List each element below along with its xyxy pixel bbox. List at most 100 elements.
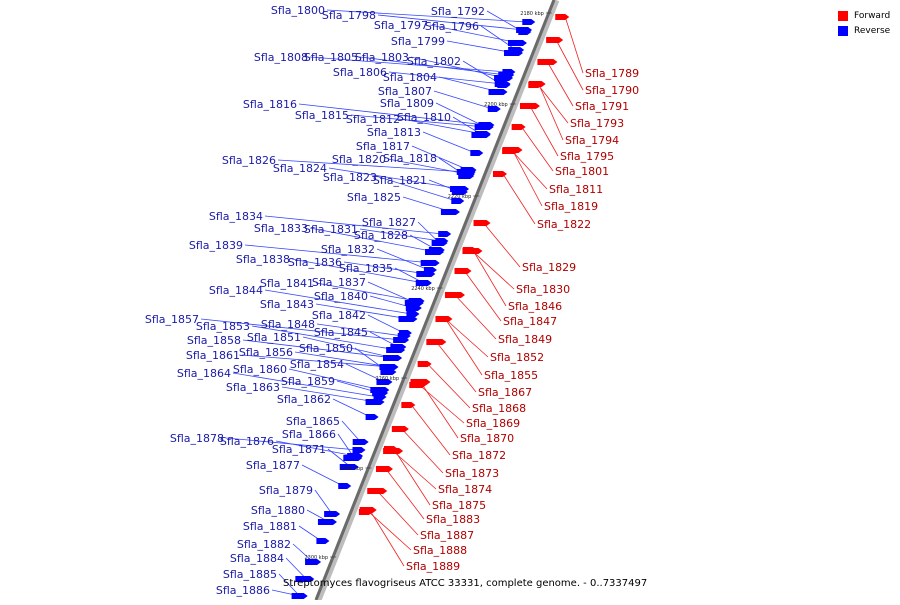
- forward-swatch: [838, 10, 848, 21]
- reverse-gene-glyph: [428, 247, 445, 253]
- forward-gene-glyph: [502, 147, 523, 153]
- forward-gene-glyph: [375, 466, 393, 472]
- reverse-gene-glyph: [522, 19, 536, 25]
- reverse-gene-label: Sfla_1802: [407, 55, 461, 68]
- reverse-gene-label: Sfla_1885: [223, 568, 277, 581]
- reverse-gene-label: Sfla_1812: [346, 113, 400, 126]
- reverse-leader-line: [341, 420, 361, 443]
- reverse-gene-label: Sfla_1864: [177, 367, 231, 380]
- reverse-gene-glyph: [347, 453, 364, 459]
- reverse-leader-line: [301, 464, 344, 487]
- reverse-leader-line: [309, 56, 508, 73]
- reverse-gene-glyph: [404, 300, 424, 306]
- forward-gene-label: Sfla_1811: [549, 183, 603, 196]
- forward-leader-line: [529, 105, 559, 157]
- reverse-gene-label: Sfla_1818: [383, 152, 437, 165]
- forward-gene-label: Sfla_1795: [560, 150, 614, 163]
- reverse-gene-label: Sfla_1815: [295, 109, 349, 122]
- reverse-gene-glyph: [416, 271, 436, 277]
- reverse-gene-label: Sfla_1877: [246, 459, 300, 472]
- reverse-gene-glyph: [435, 238, 449, 244]
- reverse-gene-glyph: [388, 355, 402, 361]
- forward-leader-line: [445, 318, 489, 358]
- reverse-gene-glyph: [405, 305, 422, 311]
- tick-label: 2300 kbp: [304, 555, 328, 561]
- reverse-leader-line: [309, 227, 437, 253]
- reverse-gene-label: Sfla_1871: [272, 443, 326, 456]
- reverse-leader-line: [294, 351, 391, 368]
- reverse-gene-glyph: [295, 576, 315, 582]
- reverse-gene-label: Sfla_1825: [347, 191, 401, 204]
- forward-gene-glyph: [537, 59, 558, 65]
- reverse-gene-label: Sfla_1881: [243, 520, 297, 533]
- reverse-gene-glyph: [494, 81, 511, 87]
- reverse-gene-label: Sfla_1859: [281, 375, 335, 388]
- reverse-gene-glyph: [487, 106, 501, 112]
- forward-gene-glyph: [359, 507, 377, 513]
- gene-glyphs: [291, 14, 570, 599]
- reverse-gene-label: Sfla_1842: [312, 309, 366, 322]
- reverse-leader-line: [200, 318, 402, 341]
- reverse-gene-label: Sfla_1865: [286, 415, 340, 428]
- reverse-leader-line: [378, 176, 457, 202]
- reverse-gene-label: Sfla_1827: [362, 216, 416, 229]
- reverse-leader-line: [264, 215, 444, 235]
- reverse-gene-label: Sfla_1824: [273, 162, 327, 175]
- reverse-gene-glyph: [470, 150, 484, 156]
- reverse-gene-label: Sfla_1837: [312, 276, 366, 289]
- forward-gene-label: Sfla_1855: [484, 369, 538, 382]
- reverse-gene-label: Sfla_1809: [380, 97, 434, 110]
- forward-gene-label: Sfla_1888: [413, 544, 467, 557]
- forward-gene-glyph: [473, 220, 491, 226]
- reverse-leader-line: [410, 56, 506, 79]
- forward-gene-label: Sfla_1790: [585, 84, 639, 97]
- forward-leader-line: [427, 363, 471, 409]
- forward-gene-label: Sfla_1849: [498, 333, 552, 346]
- legend-reverse-label: Reverse: [854, 25, 891, 36]
- reverse-leader-line: [326, 9, 528, 23]
- reverse-leader-line: [343, 261, 428, 275]
- forward-gene-glyph: [492, 171, 507, 177]
- forward-gene-glyph: [417, 361, 432, 367]
- reverse-gene-label: Sfla_1880: [251, 504, 305, 517]
- forward-gene-label: Sfla_1872: [452, 449, 506, 462]
- forward-leader-line: [436, 341, 477, 393]
- forward-gene-label: Sfla_1868: [472, 402, 526, 415]
- tick-label: 2220 kbp: [448, 194, 472, 200]
- reverse-gene-glyph: [406, 311, 420, 317]
- reverse-gene-label: Sfla_1878: [170, 432, 224, 445]
- forward-leader-line: [511, 150, 548, 190]
- reverse-gene-label: Sfla_1808: [254, 51, 308, 64]
- reverse-gene-glyph: [451, 189, 468, 195]
- reverse-leader-line: [376, 248, 430, 271]
- reverse-gene-glyph: [365, 399, 385, 405]
- reverse-gene-glyph: [451, 198, 465, 204]
- reverse-swatch: [838, 25, 848, 36]
- reverse-gene-label: Sfla_1835: [339, 262, 393, 275]
- reverse-gene-label: Sfla_1886: [216, 584, 270, 597]
- forward-leader-line: [502, 173, 536, 225]
- reverse-gene-glyph: [438, 231, 452, 237]
- reverse-gene-glyph: [352, 447, 366, 453]
- reverse-gene-label: Sfla_1853: [196, 320, 250, 333]
- reverse-gene-glyph: [365, 414, 379, 420]
- reverse-leader-line: [281, 386, 377, 403]
- reverse-gene-label: Sfla_1882: [237, 538, 291, 551]
- forward-gene-label: Sfla_1852: [490, 351, 544, 364]
- reverse-leader-line: [446, 40, 516, 54]
- reverse-gene-label: Sfla_1806: [333, 66, 387, 79]
- forward-gene-label: Sfla_1794: [565, 134, 619, 147]
- reverse-leader-line: [401, 118, 483, 135]
- reverse-leader-line: [278, 573, 300, 597]
- reverse-gene-glyph: [372, 390, 389, 396]
- reverse-leader-line: [232, 372, 379, 398]
- reverse-leader-line: [422, 131, 476, 154]
- reverse-leader-line: [350, 114, 486, 128]
- reverse-gene-glyph: [418, 280, 432, 286]
- reverse-gene-label: Sfla_1856: [239, 346, 293, 359]
- reverse-leader-line: [332, 398, 371, 418]
- reverse-gene-label: Sfla_1805: [304, 51, 358, 64]
- forward-gene-label: Sfla_1789: [585, 67, 639, 80]
